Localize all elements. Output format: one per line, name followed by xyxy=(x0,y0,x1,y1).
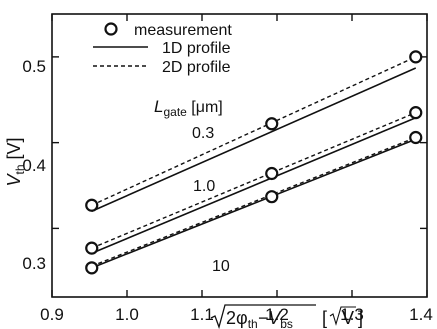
x-axis-label-radicand: 2φth−Vbs xyxy=(226,308,293,329)
measurement-point xyxy=(265,166,279,181)
measurement-point xyxy=(85,198,99,212)
measurement-point xyxy=(409,50,423,64)
curve-label-0-3: 0.3 xyxy=(192,125,214,142)
legend-marker-circle xyxy=(104,22,118,36)
x-tick-label: 0.9 xyxy=(40,305,64,324)
measurement-point xyxy=(85,261,99,275)
measurement-point xyxy=(85,241,99,255)
measurement-point xyxy=(409,106,423,120)
measurement-point xyxy=(265,117,279,131)
y-axis-label: Vth [V] xyxy=(4,137,27,186)
series-2d-profile-line xyxy=(91,136,417,267)
legend-label-1d-profile: 1D profile xyxy=(162,40,231,57)
measurement-point xyxy=(265,190,279,204)
x-axis-label: 2φth−Vbs [ V ] xyxy=(210,304,363,329)
y-tick-label: 0.5 xyxy=(22,57,46,76)
sqrt-sign-small-icon xyxy=(329,306,356,326)
x-tick-label: 1.4 xyxy=(409,305,433,324)
series-group xyxy=(85,50,423,275)
x-tick-label: 1.1 xyxy=(190,305,214,324)
y-tick-label: 0.3 xyxy=(22,254,46,273)
series-1d-profile-line xyxy=(91,67,417,212)
y-axis-label-main: V xyxy=(4,173,24,187)
x-tick-label: 1.2 xyxy=(265,305,289,324)
y-tick-labels: 0.3 0.4 0.5 xyxy=(22,57,46,273)
y-tick-label: 0.4 xyxy=(22,156,46,175)
legend-label-2d-profile: 2D profile xyxy=(162,59,231,76)
y-axis-label-sub: th xyxy=(13,164,27,174)
x-axis-label-unit-close: ] xyxy=(358,308,363,328)
x-axis-label-unit-inner: V xyxy=(342,308,354,328)
y-axis-label-unit: [V] xyxy=(4,137,24,164)
curve-label-1-0: 1.0 xyxy=(193,178,215,195)
legend-label-measurement: measurement xyxy=(134,22,232,39)
series-2d-profile-line xyxy=(91,56,417,206)
x-tick-labels: 0.9 1.0 1.1 1.2 1.3 1.4 xyxy=(40,305,433,324)
series-1d-profile-line xyxy=(91,138,417,269)
series-2d-profile-line xyxy=(91,111,417,249)
legend: measurement 1D profile 2D profile xyxy=(93,22,232,76)
x-axis-label-unit-open: [ xyxy=(322,308,327,328)
tick-marks xyxy=(51,14,428,297)
plot-frame xyxy=(51,13,428,298)
x-tick-label: 1.0 xyxy=(115,305,139,324)
gate-length-title: Lgate [μm] xyxy=(154,97,223,119)
series-1d-profile-line xyxy=(91,117,417,255)
measurement-point xyxy=(409,130,423,145)
x-tick-label: 1.3 xyxy=(340,305,364,324)
sqrt-sign-icon xyxy=(210,304,316,329)
curve-label-10: 10 xyxy=(212,258,230,275)
